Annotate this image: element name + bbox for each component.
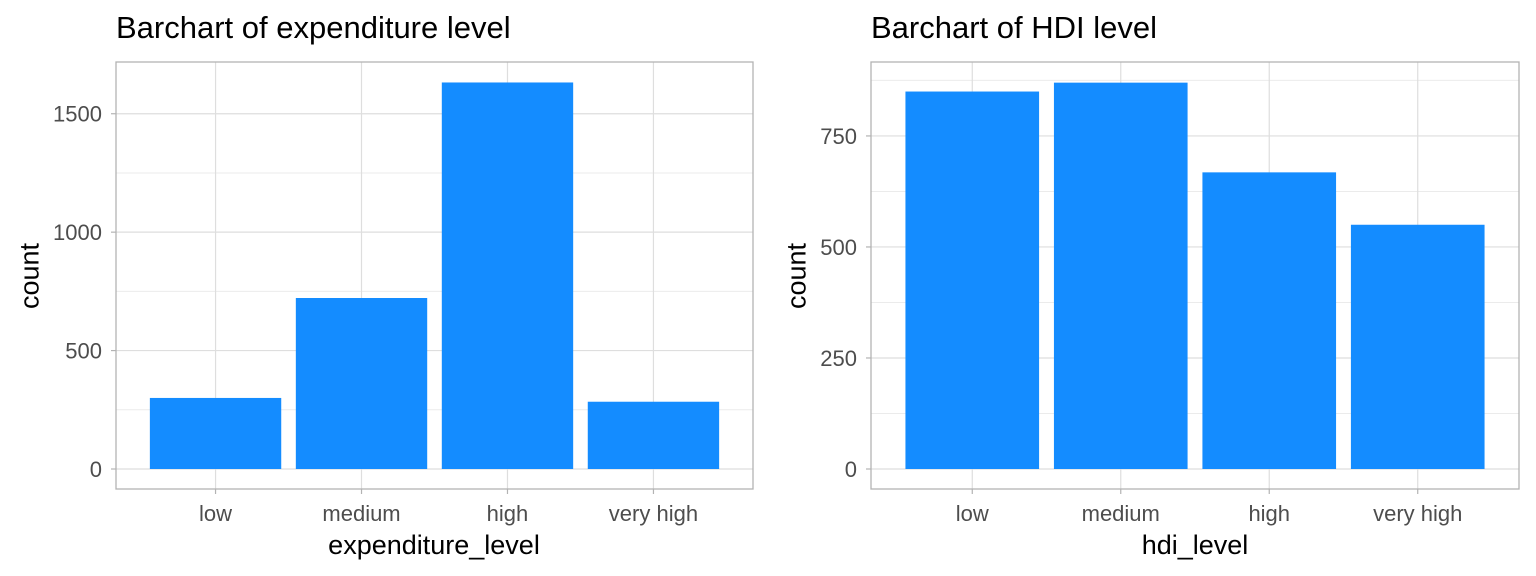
y-tick-label: 0 bbox=[90, 457, 102, 482]
y-tick-label: 250 bbox=[820, 346, 857, 371]
x-tick-label: low bbox=[199, 501, 232, 526]
x-tick-label: high bbox=[487, 501, 529, 526]
y-tick-label: 0 bbox=[845, 457, 857, 482]
hdi-chart-panel: Barchart of HDI level 0 250 500 750 low mediu… bbox=[768, 0, 1536, 576]
x-axis-label: hdi_level bbox=[1141, 530, 1249, 560]
y-tick-label: 500 bbox=[820, 235, 857, 260]
hdi-bar-chart: 0 250 500 750 low medium high very high bbox=[820, 61, 1520, 526]
y-tick-label: 750 bbox=[820, 124, 857, 149]
y-axis-label: count bbox=[14, 242, 45, 310]
y-tick-label: 500 bbox=[65, 339, 102, 364]
bar-low bbox=[149, 397, 282, 469]
x-tick-label: very high bbox=[609, 501, 698, 526]
chart-title: Barchart of HDI level bbox=[871, 10, 1157, 45]
plot-border bbox=[115, 61, 754, 490]
plot-border bbox=[870, 61, 1520, 490]
bar-low bbox=[905, 91, 1040, 469]
x-tick-label: high bbox=[1248, 501, 1290, 526]
y-tick-label: 1500 bbox=[53, 102, 102, 127]
bar-medium bbox=[1053, 82, 1188, 470]
bar-high bbox=[441, 82, 574, 469]
x-tick-label: low bbox=[956, 501, 989, 526]
bar-medium bbox=[295, 298, 428, 469]
bar-high bbox=[1202, 172, 1337, 469]
x-tick-label: medium bbox=[1082, 501, 1160, 526]
bar-very-high bbox=[1350, 224, 1485, 469]
expenditure-bar-chart: 0 500 1000 1500 low medium high very high bbox=[53, 61, 754, 526]
bar-very-high bbox=[587, 401, 720, 469]
x-tick-label: medium bbox=[322, 501, 400, 526]
y-tick-label: 1000 bbox=[53, 220, 102, 245]
x-axis-label: expenditure_level bbox=[328, 530, 540, 560]
chart-title: Barchart of expenditure level bbox=[116, 10, 511, 45]
expenditure-chart-panel: Barchart of expenditure level 0 500 1000 15… bbox=[14, 10, 754, 560]
x-tick-label: very high bbox=[1373, 501, 1462, 526]
y-axis-label: count bbox=[781, 242, 812, 310]
